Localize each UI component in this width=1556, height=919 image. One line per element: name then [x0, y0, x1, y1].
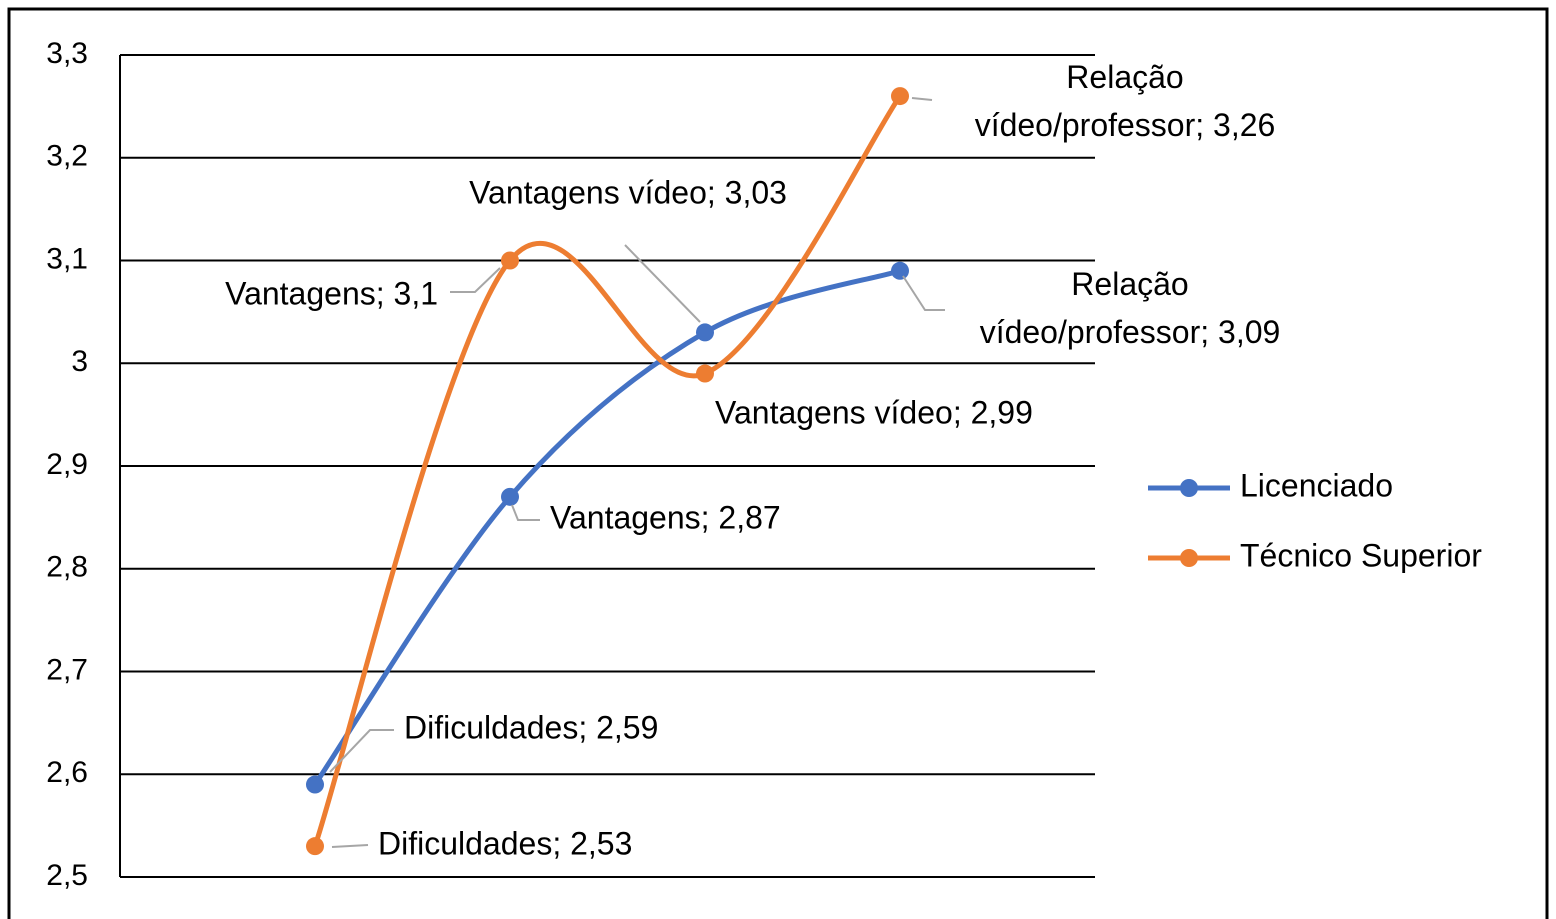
data-label: Vantagens vídeo; 3,03	[469, 174, 787, 210]
marker	[306, 837, 324, 856]
chart-border	[7, 7, 1549, 919]
marker	[696, 323, 714, 342]
legend-label: Técnico Superior	[1240, 537, 1482, 573]
marker	[501, 487, 519, 506]
marker	[696, 364, 714, 383]
series-line	[312, 94, 903, 847]
marker	[891, 261, 909, 280]
leader-line	[902, 275, 945, 311]
leader-line	[624, 244, 701, 323]
y-tick-label: 2,7	[46, 653, 88, 686]
data-label: Relação vídeo/professor; 3,09	[980, 266, 1281, 350]
leader-line	[450, 267, 501, 293]
marker	[891, 87, 909, 106]
data-label: Dificuldades; 2,53	[378, 825, 632, 861]
marker	[501, 251, 519, 270]
y-tick-label: 3,2	[46, 140, 88, 173]
y-tick-label: 2,6	[46, 756, 88, 789]
y-tick-label: 2,9	[46, 448, 88, 481]
data-label: Vantagens; 3,1	[225, 275, 438, 311]
leader-line	[331, 844, 369, 848]
y-tick-label: 3,3	[46, 37, 88, 70]
y-tick-label: 3,1	[46, 242, 88, 275]
legend-label: Licenciado	[1240, 467, 1393, 503]
data-label: Vantagens vídeo; 2,99	[715, 394, 1033, 430]
legend-marker	[1180, 479, 1198, 497]
data-label: Dificuldades; 2,59	[404, 709, 658, 745]
leader-line	[329, 729, 394, 773]
leader-line	[511, 504, 540, 521]
y-tick-label: 2,8	[46, 551, 88, 584]
legend-marker	[1180, 549, 1198, 567]
series-line	[312, 268, 901, 786]
y-tick-label: 2,5	[46, 859, 88, 892]
leader-line	[911, 97, 933, 101]
data-label: Vantagens; 2,87	[550, 499, 781, 535]
marker	[306, 775, 324, 794]
y-tick-label: 3	[71, 345, 88, 378]
data-label: Relação vídeo/professor; 3,26	[975, 59, 1276, 143]
